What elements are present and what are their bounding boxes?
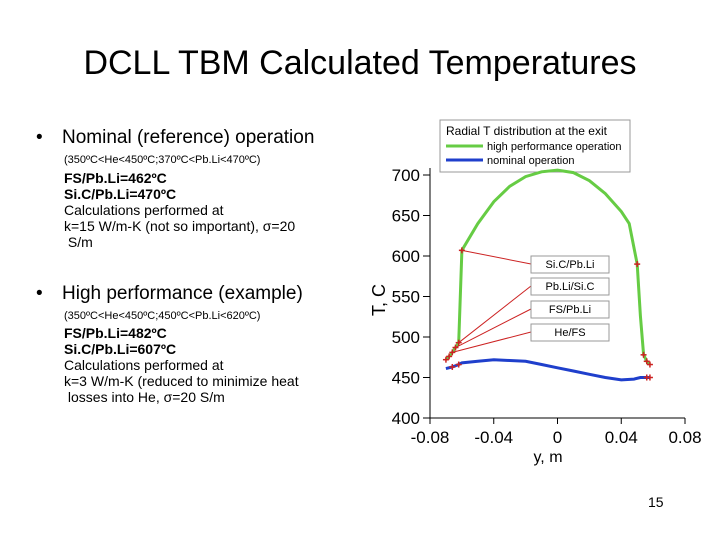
series-line-high: [444, 168, 651, 366]
y-tick-label: 650: [392, 207, 420, 226]
y-tick-label: 700: [392, 166, 420, 185]
bullet-marker: •: [36, 127, 43, 148]
legend-box: [439, 119, 631, 173]
annotation-box: [530, 323, 610, 342]
nominal-line: Si.C/Pb.Li=470ºC: [64, 186, 177, 202]
legend-label-nominal: nominal operation: [487, 155, 574, 167]
bullet-label: Nominal (reference) operation: [62, 127, 315, 148]
annotation-box: [530, 255, 610, 274]
high-line: Si.C/Pb.Li=607ºC: [64, 341, 177, 357]
series-line-nominal: [445, 358, 650, 382]
high-conditions: (350ºC<He<450ºC;450ºC<Pb.Li<620ºC): [64, 310, 261, 322]
y-tick-label: 550: [392, 288, 420, 307]
y-axis-label: T, C: [369, 284, 389, 316]
slide-title: DCLL TBM Calculated Temperatures: [83, 44, 637, 82]
high-line: FS/Pb.Li=482ºC: [64, 325, 167, 341]
annotation-leader: [461, 249, 532, 265]
bullet-nominal: • Nominal (reference) operation: [36, 127, 314, 149]
bullet-marker: •: [36, 283, 43, 304]
x-tick-label: -0.08: [411, 428, 450, 447]
bullet-label: High performance (example): [62, 283, 303, 304]
y-tick-label: 450: [392, 369, 420, 388]
x-tick-label: -0.04: [474, 428, 513, 447]
nominal-details: FS/Pb.Li=462ºC Si.C/Pb.Li=470ºC Calculat…: [64, 170, 295, 250]
annotation-leader: [458, 285, 532, 344]
annotation-label: He/FS: [554, 327, 585, 339]
nominal-conditions: (350ºC<He<450ºC;370ºC<Pb.Li<470ºC): [64, 154, 261, 166]
high-line: k=3 W/m-K (reduced to minimize heat: [64, 373, 299, 389]
annotation-leader: [455, 308, 532, 348]
high-line: losses into He, σ=20 S/m: [64, 389, 225, 405]
nominal-line: Calculations performed at: [64, 202, 224, 218]
bullet-high-performance: • High performance (example): [36, 283, 303, 305]
chart-title: Radial T distribution at the exit: [446, 124, 608, 138]
nominal-line: k=15 W/m-K (not so important), σ=20: [64, 218, 296, 234]
nominal-line: FS/Pb.Li=462ºC: [64, 170, 167, 186]
high-details: FS/Pb.Li=482ºC Si.C/Pb.Li=607ºC Calculat…: [64, 325, 299, 405]
annotation-label: Pb.Li/Si.C: [546, 281, 595, 293]
legend-label-high: high performance operation: [487, 141, 622, 153]
annotation-label: FS/Pb.Li: [549, 304, 591, 316]
annotation-label: Si.C/Pb.Li: [546, 259, 595, 271]
y-tick-label: 500: [392, 328, 420, 347]
nominal-line: S/m: [64, 234, 93, 250]
x-tick-label: 0.04: [605, 428, 638, 447]
x-tick-label: 0.08: [668, 428, 701, 447]
x-axis-label: y, m: [533, 449, 562, 466]
y-tick-label: 600: [392, 247, 420, 266]
y-tick-label: 400: [392, 409, 420, 428]
x-tick-label: 0: [553, 428, 562, 447]
page-number: 15: [648, 494, 664, 510]
annotation-box: [530, 300, 610, 319]
annotation-leader: [452, 331, 532, 353]
high-line: Calculations performed at: [64, 357, 224, 373]
annotation-box: [530, 277, 610, 296]
